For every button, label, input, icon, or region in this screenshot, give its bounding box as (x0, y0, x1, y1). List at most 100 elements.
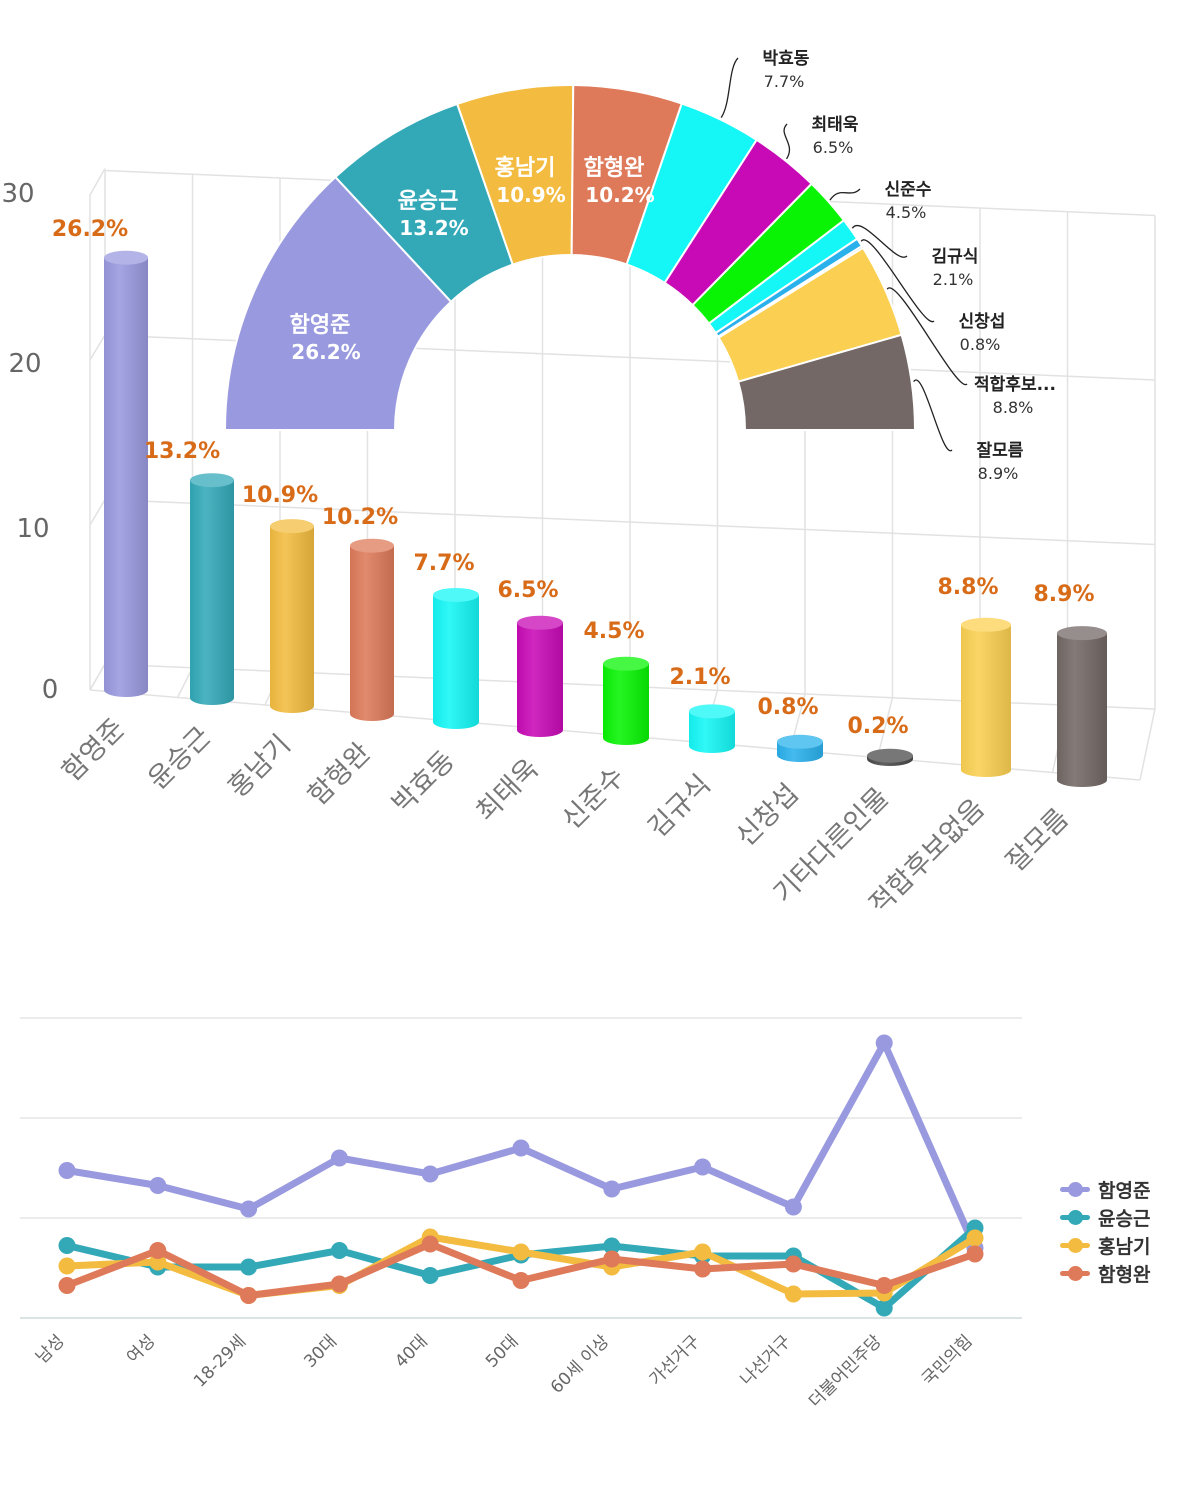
donut-inside-name: 홍남기 (495, 156, 556, 181)
bar-top (350, 538, 394, 553)
series-point (603, 1250, 621, 1268)
series-point (875, 1299, 893, 1317)
bar-top (603, 656, 649, 671)
legend-label: 함영준 (1098, 1179, 1151, 1202)
x-tick-label: 윤승근 (142, 721, 217, 796)
line-x-tick-label: 18-29세 (190, 1331, 250, 1391)
legend-item[interactable]: 함형완 (1060, 1259, 1150, 1287)
donut-outside-pct: 4.5% (886, 203, 927, 222)
line-x-tick-label: 더불어민주당 (805, 1331, 886, 1412)
line-x-tick-label: 나선거구 (737, 1331, 795, 1389)
series-point (512, 1272, 530, 1289)
x-tick-label: 신준수 (556, 761, 631, 836)
donut-outside-pct: 6.5% (813, 138, 854, 157)
legend-item[interactable]: 홍남기 (1060, 1231, 1150, 1259)
line-x-tick-label: 30대 (300, 1331, 341, 1372)
bar (350, 538, 394, 721)
x-tick-label: 김규식 (642, 769, 717, 844)
bar-value-label: 8.9% (1033, 582, 1094, 607)
series-point (149, 1242, 167, 1259)
series-point (694, 1260, 712, 1278)
leader-line (783, 123, 791, 160)
series-point (240, 1200, 258, 1218)
line-x-tick-label: 50대 (482, 1331, 523, 1372)
bar (1057, 626, 1107, 787)
bar-value-label: 0.8% (757, 695, 818, 720)
donut-inside-name: 윤승근 (398, 189, 459, 214)
series-point (875, 1034, 893, 1052)
bar-body (689, 711, 735, 753)
bar (777, 734, 823, 762)
donut-outside-pct: 8.9% (978, 464, 1019, 483)
bar-value-label: 4.5% (583, 619, 644, 644)
bar-value-label: 26.2% (52, 217, 128, 242)
donut-inside-pct: 10.2% (585, 183, 654, 207)
bar (104, 250, 148, 697)
y-tick-label: 20 (8, 349, 41, 379)
bar (433, 587, 479, 729)
donut-inside-name: 함영준 (290, 313, 351, 338)
bar (961, 617, 1011, 777)
leader-line (829, 188, 861, 201)
bar-top (1057, 626, 1107, 641)
x-tick-label: 신창섭 (730, 778, 805, 853)
line-x-tick-label: 60세 이상 (547, 1331, 614, 1398)
bar-value-label: 6.5% (497, 578, 558, 603)
donut-outside-name: 신창섭 (959, 312, 1006, 332)
half-donut (223, 84, 917, 431)
bar-top (104, 250, 148, 265)
donut-outside-name: 신준수 (885, 180, 932, 200)
series-point (875, 1277, 893, 1294)
series-point (421, 1235, 439, 1253)
donut-outside-pct: 7.7% (764, 72, 805, 91)
leader-line (720, 57, 739, 119)
leader-line (851, 225, 908, 258)
bar (867, 748, 913, 766)
bar-top (190, 473, 234, 488)
donut-outside-pct: 2.1% (933, 270, 974, 289)
bar-value-label: 8.8% (937, 575, 998, 600)
donut-outside-name: 적합후보... (974, 374, 1056, 395)
series-point (58, 1237, 76, 1254)
bar (517, 615, 563, 737)
bar (190, 473, 234, 705)
series-point (694, 1243, 712, 1261)
bar-body (961, 624, 1011, 777)
bar-value-label: 7.7% (413, 551, 474, 576)
legend-swatch (1060, 1181, 1090, 1197)
line-x-tick-label: 가선거구 (646, 1331, 704, 1389)
bar-body (270, 526, 314, 713)
series-point (58, 1162, 76, 1179)
bar-value-label: 10.9% (242, 483, 318, 508)
legend-swatch (1060, 1237, 1090, 1253)
series-point (330, 1149, 348, 1167)
line-chart: 남성 여성 18-29세 30대 40대 50대 60세 이상 가선거구 나선거구 더불어민주당 국… (20, 1017, 1022, 1412)
series-point (58, 1277, 76, 1294)
series-point (512, 1243, 530, 1261)
bar-body (433, 594, 479, 729)
line-x-tick-label: 40대 (391, 1331, 432, 1372)
bar-top (689, 704, 735, 719)
series-point (694, 1158, 712, 1176)
y-tick-label: 30 (1, 179, 34, 209)
legend-item[interactable]: 함영준 (1060, 1175, 1150, 1203)
bar-top (270, 519, 314, 534)
series-point (240, 1287, 258, 1304)
donut-outside-name: 김규식 (932, 247, 979, 267)
legend-label: 홍남기 (1098, 1235, 1151, 1258)
x-tick-label: 최태욱 (470, 753, 545, 828)
donut-slice (736, 333, 917, 431)
legend-item[interactable]: 윤승근 (1060, 1203, 1150, 1231)
line-x-tick-label: 여성 (123, 1331, 159, 1367)
donut-inside-pct: 26.2% (291, 340, 360, 364)
x-tick-label: 함영준 (56, 713, 131, 788)
bar-value-label: 13.2% (144, 439, 220, 464)
series-point (330, 1275, 348, 1293)
x-tick-label: 잘모름 (1000, 803, 1075, 878)
bar-body (190, 480, 234, 705)
series-point (603, 1237, 621, 1255)
donut-outside-name: 최태욱 (812, 115, 859, 135)
donut-inside-pct: 10.9% (496, 183, 565, 207)
x-tick-label: 함형완 (302, 737, 377, 812)
